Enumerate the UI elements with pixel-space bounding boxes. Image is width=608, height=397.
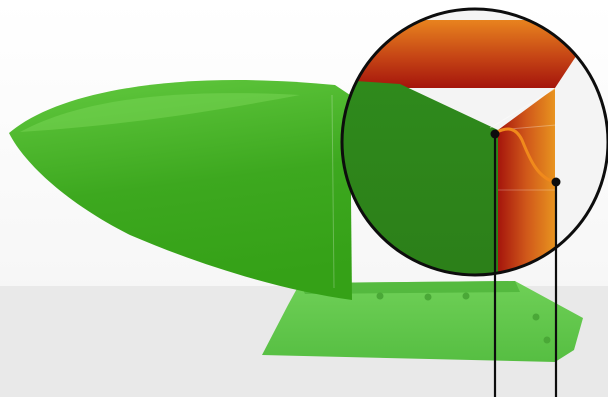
lens-rim <box>340 7 608 277</box>
blade-seam <box>331 94 335 289</box>
callout-pointer-right <box>551 177 561 397</box>
base-plate <box>262 281 583 362</box>
wear-edge-top <box>342 20 600 88</box>
blade-body <box>9 80 352 300</box>
bolt-holes <box>376 292 551 344</box>
base-plate-lip <box>300 281 520 294</box>
callout-pointer-left <box>490 129 500 397</box>
callout-curve <box>493 127 557 184</box>
lens-green-face <box>342 80 498 275</box>
magnifier-lens <box>342 9 608 275</box>
blade-highlight <box>20 93 300 132</box>
wear-edge-side <box>498 88 555 275</box>
